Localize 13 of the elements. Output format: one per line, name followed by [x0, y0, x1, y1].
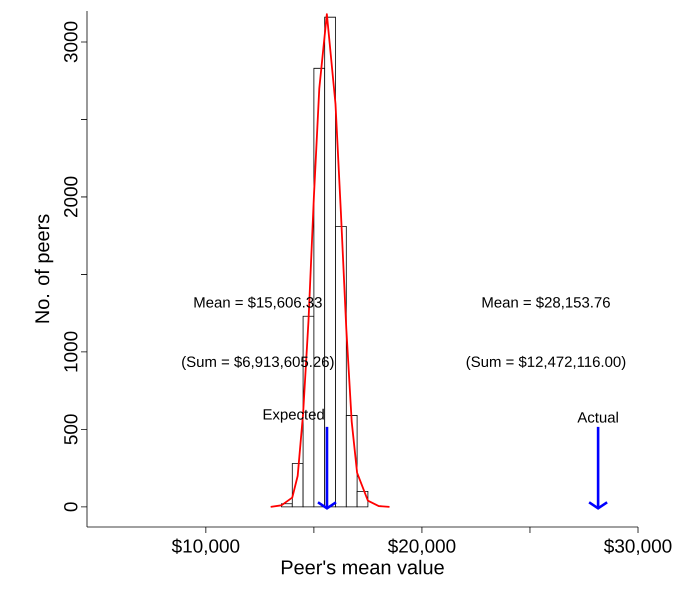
y-tick-label: 500 — [64, 414, 78, 444]
annotation: Actual — [577, 412, 618, 423]
x-tick-label: $20,000 — [388, 538, 456, 555]
x-tick-label: $10,000 — [172, 538, 240, 555]
y-tick-label: 1000 — [64, 332, 78, 372]
x-tick-label: $30,000 — [604, 538, 672, 555]
y-tick-label: 0 — [64, 502, 78, 512]
y-tick-label: 2000 — [64, 176, 78, 218]
y-tick-label: 3000 — [64, 22, 78, 62]
annotation: (Sum = $12,472,116.00) — [466, 356, 626, 370]
x-axis-title: Peer's mean value — [282, 560, 444, 574]
annotation: Mean = $28,153.76 — [482, 296, 610, 310]
y-axis-title: No. of peers — [34, 214, 54, 323]
